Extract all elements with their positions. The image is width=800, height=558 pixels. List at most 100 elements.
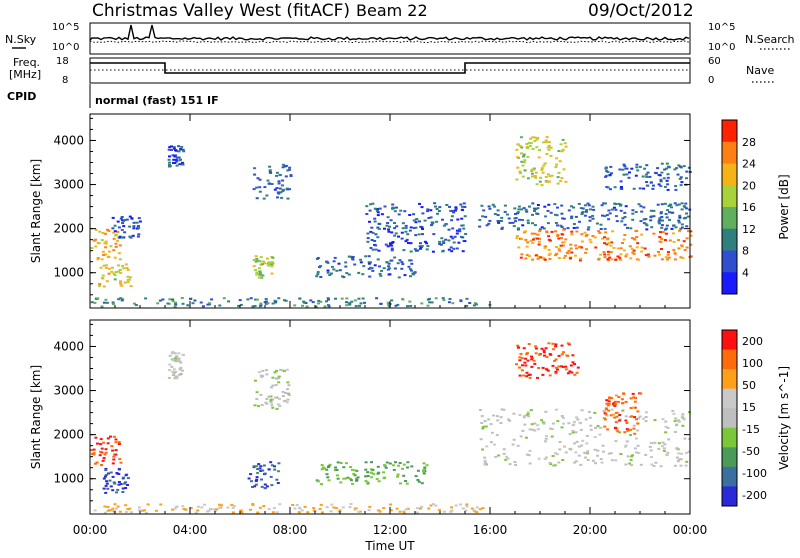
power-echo-region — [604, 162, 692, 191]
velocity-echo-cell — [675, 456, 679, 459]
power-echo-cell — [267, 261, 271, 264]
power-echo-cell — [102, 285, 106, 288]
x-tick-label: 08:00 — [273, 523, 308, 537]
power-echo-cell — [388, 242, 392, 245]
power-echo-cell — [643, 167, 647, 170]
power-echo-cell — [591, 235, 595, 237]
power-echo-cell — [666, 173, 670, 176]
velocity-echo-cell — [276, 482, 280, 484]
power-echo-cell — [102, 301, 106, 304]
velocity-echo-cell — [527, 343, 531, 345]
power-echo-cell — [547, 203, 551, 206]
power-echo-cell — [168, 164, 171, 166]
velocity-echo-cell — [639, 463, 643, 466]
power-echo-cell — [441, 297, 445, 300]
velocity-echo-cell — [544, 410, 548, 413]
velocity-echo-cell — [416, 507, 419, 510]
power-echo-cell — [685, 212, 688, 215]
power-echo-cell — [454, 206, 458, 209]
velocity-echo-cell — [569, 364, 573, 367]
power-echo-cell — [488, 207, 492, 210]
power-echo-cell — [459, 299, 463, 301]
power-echo-cell — [626, 226, 629, 229]
velocity-echo-cell — [371, 468, 375, 471]
power-echo-cell — [376, 211, 380, 214]
velocity-y-axis-label: Slant Range [km] — [29, 365, 43, 469]
power-echo-cell — [367, 267, 371, 270]
velocity-echo-region — [479, 408, 691, 468]
velocity-echo-cell — [398, 510, 402, 513]
power-echo-cell — [556, 234, 560, 237]
velocity-echo-cell — [586, 450, 590, 453]
power-echo-cell — [526, 146, 530, 149]
velocity-echo-cell — [516, 344, 520, 347]
velocity-echo-cell — [618, 419, 622, 422]
power-echo-region — [365, 202, 468, 253]
velocity-echo-cell — [543, 458, 547, 460]
velocity-echo-cell — [661, 441, 665, 444]
power-echo-cell — [98, 230, 102, 233]
power-echo-cell — [388, 273, 392, 276]
power-echo-cell — [122, 267, 126, 270]
power-echo-cell — [125, 267, 129, 269]
power-echo-cell — [365, 205, 369, 208]
power-echo-cell — [404, 240, 408, 243]
velocity-echo-cell — [284, 399, 287, 402]
velocity-echo-cell — [663, 443, 667, 446]
power-echo-cell — [516, 228, 520, 231]
velocity-echo-cell — [575, 440, 579, 443]
power-echo-cell — [258, 178, 262, 181]
velocity-echo-cell — [312, 509, 316, 512]
velocity-echo-cell — [355, 477, 358, 480]
velocity-echo-cell — [339, 481, 343, 484]
power-echo-cell — [474, 303, 478, 306]
power-echo-cell — [676, 173, 680, 176]
velocity-echo-cell — [181, 505, 185, 508]
power-echo-cell — [370, 239, 374, 241]
velocity-echo-cell — [336, 477, 340, 480]
power-echo-cell — [179, 158, 182, 161]
velocity-echo-cell — [584, 418, 588, 421]
power-echo-cell — [397, 276, 401, 279]
velocity-echo-cell — [184, 508, 188, 511]
power-echo-cell — [264, 300, 268, 303]
power-echo-cell — [408, 229, 412, 232]
power-echo-cell — [608, 212, 612, 215]
velocity-echo-cell — [159, 503, 163, 506]
velocity-echo-cell — [423, 466, 427, 469]
velocity-echo-cell — [484, 425, 488, 428]
power-echo-cell — [542, 227, 546, 230]
power-echo-cell — [515, 237, 519, 240]
velocity-echo-cell — [117, 481, 121, 483]
velocity-colorbar-segment — [722, 349, 737, 370]
power-echo-cell — [566, 252, 570, 255]
power-echo-cell — [450, 250, 454, 253]
power-echo-cell — [255, 271, 259, 274]
power-echo-cell — [652, 209, 656, 212]
velocity-echo-cell — [605, 402, 609, 405]
velocity-echo-cell — [502, 408, 506, 411]
power-echo-cell — [577, 202, 581, 205]
velocity-echo-cell — [551, 422, 555, 425]
power-echo-cell — [393, 234, 397, 237]
power-echo-cell — [540, 167, 544, 170]
power-echo-cell — [468, 302, 472, 304]
velocity-echo-cell — [249, 473, 253, 476]
velocity-colorbar-segment — [722, 427, 737, 448]
power-echo-cell — [193, 299, 197, 302]
power-echo-cell — [606, 259, 610, 262]
power-echo-cell — [377, 222, 381, 225]
power-echo-cell — [421, 212, 425, 215]
velocity-echo-cell — [600, 461, 604, 464]
power-echo-cell — [386, 245, 390, 248]
power-echo-cell — [107, 256, 111, 258]
power-echo-cell — [630, 247, 634, 250]
power-echo-cell — [278, 187, 282, 190]
velocity-echo-cell — [518, 414, 522, 417]
velocity-echo-cell — [524, 436, 528, 439]
velocity-echo-cell — [574, 451, 578, 454]
power-echo-cell — [602, 251, 606, 254]
power-echo-cell — [640, 233, 644, 236]
velocity-echo-cell — [111, 507, 115, 510]
